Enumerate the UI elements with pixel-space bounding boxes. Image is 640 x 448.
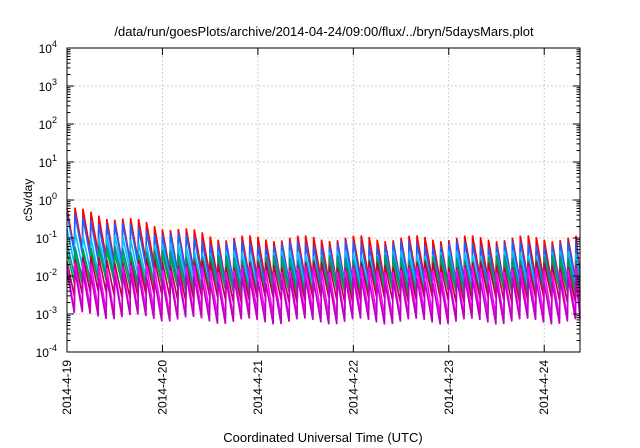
y-tick-base: 10 — [39, 42, 53, 56]
y-tick-base: 10 — [36, 232, 50, 246]
x-axis-label: Coordinated Universal Time (UTC) — [223, 430, 422, 445]
chart-title: /data/run/goesPlots/archive/2014-04-24/0… — [114, 24, 534, 39]
x-tick-label: 2014-4-23 — [442, 360, 456, 415]
y-tick-label: 101 — [39, 153, 57, 170]
y-tick-base: 10 — [36, 308, 50, 322]
series-group — [66, 207, 581, 325]
y-tick-label: 104 — [39, 39, 57, 56]
y-tick-label: 100 — [39, 191, 57, 208]
y-tick-exponent: -2 — [49, 267, 57, 277]
y-tick-exponent: 1 — [52, 153, 57, 163]
y-tick-exponent: 2 — [52, 115, 57, 125]
y-tick-exponent: -4 — [49, 343, 57, 353]
y-tick-base: 10 — [39, 80, 53, 94]
y-tick-exponent: 4 — [52, 39, 57, 49]
x-tick-label: 2014-4-20 — [155, 360, 169, 415]
y-tick-base: 10 — [39, 156, 53, 170]
y-tick-exponent: -3 — [49, 305, 57, 315]
y-tick-label: 10-3 — [36, 305, 57, 322]
y-tick-label: 10-1 — [36, 229, 57, 246]
y-tick-base: 10 — [36, 346, 50, 360]
y-tick-exponent: 3 — [52, 77, 57, 87]
x-tick-label: 2014-4-21 — [251, 360, 265, 415]
y-tick-base: 10 — [39, 194, 53, 208]
y-tick-exponent: -1 — [49, 229, 57, 239]
x-tick-label: 2014-4-24 — [537, 360, 551, 415]
y-tick-label: 10-4 — [36, 343, 57, 360]
y-tick-base: 10 — [39, 118, 53, 132]
series-line — [66, 270, 581, 325]
y-tick-label: 102 — [39, 115, 57, 132]
x-tick-label: 2014-4-19 — [60, 360, 74, 415]
y-tick-base: 10 — [36, 270, 50, 284]
y-tick-exponent: 0 — [52, 191, 57, 201]
y-axis-label: cSv/day — [21, 179, 35, 222]
x-axis: 2014-4-19 2014-4-20 2014-4-21 2014-4-22 2014… — [60, 48, 551, 415]
y-tick-label: 10-2 — [36, 267, 57, 284]
y-tick-label: 103 — [39, 77, 57, 94]
x-tick-label: 2014-4-22 — [346, 360, 360, 415]
